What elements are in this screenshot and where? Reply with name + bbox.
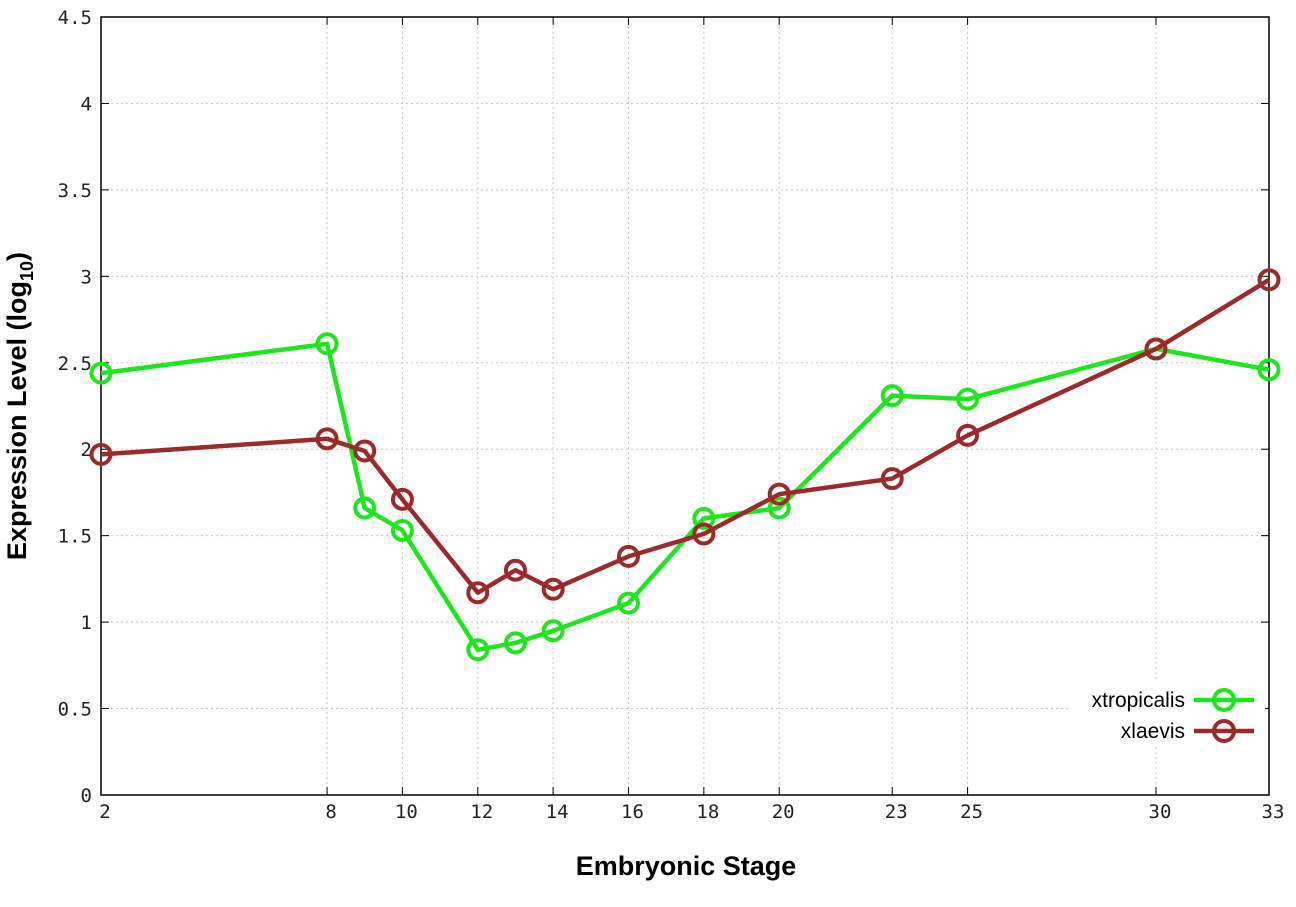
y-axis-title-subscript: 10 xyxy=(17,261,37,281)
plot-frame xyxy=(100,16,1270,796)
legend: xtropicalis xlaevis xyxy=(1070,682,1265,746)
y-tick-label: 2.5 xyxy=(58,353,92,375)
data-point-xlaevis xyxy=(390,487,414,511)
data-point-xtropicalis xyxy=(353,496,377,520)
data-point-xtropicalis xyxy=(956,387,980,411)
x-tick-label: 18 xyxy=(696,801,719,823)
y-axis-title: Expression Level (log10) xyxy=(2,252,37,560)
series-line-xtropicalis xyxy=(100,341,1270,653)
data-point-xtropicalis xyxy=(692,506,716,530)
y-tick-label: 1 xyxy=(81,612,92,634)
data-point-xlaevis xyxy=(353,439,377,463)
data-point-xtropicalis xyxy=(767,496,791,520)
data-point-xlaevis xyxy=(956,423,980,447)
data-point-xtropicalis xyxy=(880,384,904,408)
data-point-xtropicalis xyxy=(1257,358,1281,382)
data-point-xlaevis xyxy=(541,577,565,601)
x-tick-label: 33 xyxy=(1262,801,1285,823)
series-line-xlaevis xyxy=(100,277,1271,595)
y-tick-label: 3.5 xyxy=(58,180,92,202)
series-xtropicalis xyxy=(89,332,1281,662)
data-point-xlaevis xyxy=(89,442,113,466)
data-point-xlaevis xyxy=(692,522,716,546)
data-point-xlaevis xyxy=(315,427,339,451)
x-tick-label: 8 xyxy=(325,801,336,823)
y-tick-label: 2 xyxy=(81,439,92,461)
x-axis-title: Embryonic Stage xyxy=(576,851,797,881)
data-point-xtropicalis xyxy=(503,631,527,655)
y-tick-label: 4.5 xyxy=(58,7,92,29)
x-tick-label: 23 xyxy=(885,801,908,823)
data-point-xtropicalis xyxy=(541,619,565,643)
data-point-xlaevis xyxy=(503,558,527,582)
data-point-xtropicalis xyxy=(315,332,339,356)
y-axis-title-main: Expression Level (log xyxy=(2,281,32,560)
data-point-xlaevis xyxy=(1144,337,1168,361)
data-point-xtropicalis xyxy=(466,638,490,662)
x-tick-label: 20 xyxy=(772,801,795,823)
x-tick-label: 2 xyxy=(99,801,110,823)
data-point-xlaevis xyxy=(466,581,490,605)
x-tick-label: 16 xyxy=(621,801,644,823)
x-tick-label: 25 xyxy=(960,801,983,823)
y-tick-label: 0.5 xyxy=(58,699,92,721)
series-group xyxy=(89,268,1281,662)
data-point-xlaevis xyxy=(880,467,904,491)
data-point-xtropicalis xyxy=(616,591,640,615)
y-tick-label: 4 xyxy=(81,93,92,115)
axis-ticks: 0 0.5 1 1.5 2 2.5 3 3.5 4 4.5 2 8 10 12 14 16 18 20 23 25 30… xyxy=(58,7,1285,823)
x-tick-label: 30 xyxy=(1149,801,1172,823)
grid xyxy=(101,17,1269,795)
data-point-xlaevis xyxy=(616,544,640,568)
series-xlaevis xyxy=(89,268,1281,605)
data-point-xlaevis xyxy=(1257,268,1281,292)
y-tick-label: 3 xyxy=(81,266,92,288)
data-point-xlaevis xyxy=(767,482,791,506)
data-point-xtropicalis xyxy=(89,361,113,385)
y-tick-label: 1.5 xyxy=(58,526,92,548)
legend-label-xtropicalis: xtropicalis xyxy=(1092,689,1185,712)
y-tick-label: 0 xyxy=(81,785,92,807)
y-axis-title-close: ) xyxy=(2,252,32,261)
x-tick-label: 14 xyxy=(546,801,569,823)
legend-marker-xtropicalis xyxy=(1212,688,1236,712)
legend-marker-xlaevis xyxy=(1212,719,1236,743)
x-tick-label: 10 xyxy=(395,801,418,823)
legend-label-xlaevis: xlaevis xyxy=(1121,720,1185,743)
x-tick-label: 12 xyxy=(470,801,493,823)
data-point-xtropicalis xyxy=(390,518,414,542)
